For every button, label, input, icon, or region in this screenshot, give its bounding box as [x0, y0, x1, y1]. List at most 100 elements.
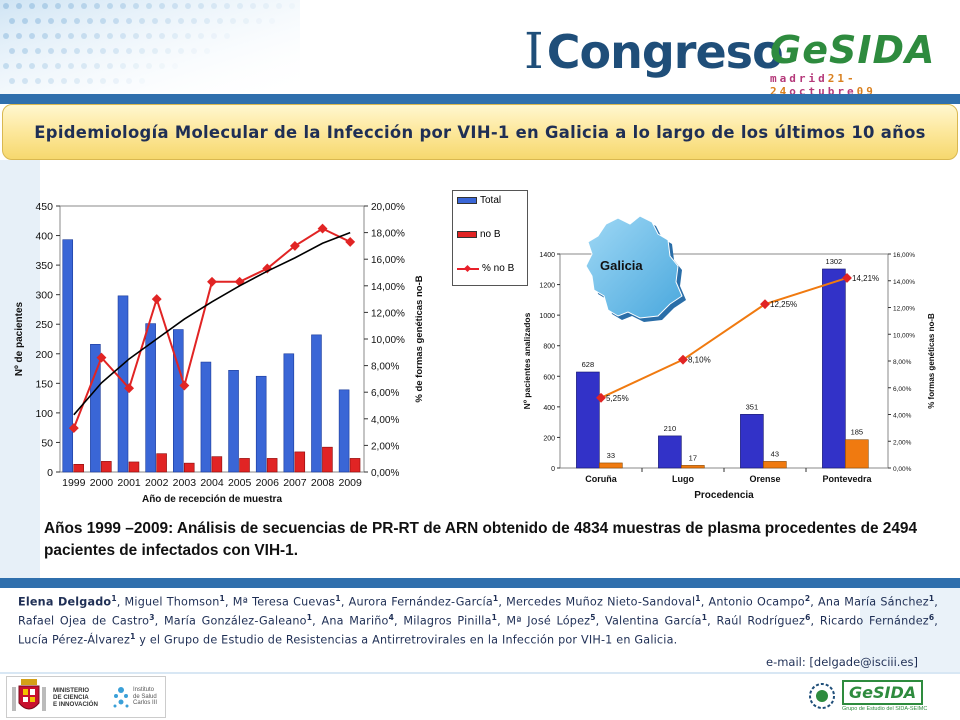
- x-tick-label: Lugo: [672, 474, 694, 484]
- bar-no-b: [349, 458, 361, 473]
- data-label-analyzed: 351: [746, 402, 759, 411]
- background-dot: [3, 3, 9, 9]
- background-dot: [178, 18, 184, 24]
- background-dot: [146, 63, 152, 69]
- ministerio-logo: MINISTERIO DE CIENCIA E INNOVACIÓN Insti…: [6, 676, 166, 718]
- y-right-tick-label: 8,00%: [371, 362, 399, 373]
- authors-group: y el Grupo de Estudio de Resistencias a …: [135, 634, 678, 648]
- x-tick-label: 2005: [228, 477, 252, 489]
- bar-analyzed: [576, 371, 600, 469]
- y-tick-label: 50: [41, 437, 53, 449]
- background-dot: [3, 63, 9, 69]
- bar-no-b: [294, 451, 306, 473]
- legend-label-pct-no-b: % no B: [482, 263, 515, 274]
- background-dot: [74, 48, 80, 54]
- bar-no-b: [211, 456, 223, 473]
- background-dot: [126, 18, 132, 24]
- isciii-line-3: Carlos III: [133, 700, 158, 707]
- bar-no-b: [239, 458, 250, 473]
- gesida-logo: GeSIDA Grupo de Estudio del SIDA-SEIMC: [808, 674, 956, 718]
- background-dot: [178, 48, 184, 54]
- bar-non-b-forms: [763, 461, 787, 469]
- background-dot: [263, 3, 269, 9]
- y-right-tick-label: 14,00%: [893, 279, 915, 286]
- ministerio-text: MINISTERIO DE CIENCIA E INNOVACIÓN: [53, 687, 109, 708]
- background-dot: [48, 48, 54, 54]
- background-dot: [146, 3, 152, 9]
- chart-legend: Total no B % no B: [452, 190, 528, 286]
- bar-no-b: [73, 464, 84, 473]
- background-dot: [289, 3, 295, 9]
- author-affiliation: 1: [491, 613, 498, 623]
- author-affiliation: 4: [388, 613, 395, 623]
- author-affiliation: 1: [130, 632, 136, 642]
- background-dot: [243, 18, 249, 24]
- author-name: Aurora Fernández-García: [348, 595, 493, 609]
- bar-non-b-forms: [599, 462, 623, 469]
- author-name: María González-Galeano: [163, 614, 307, 628]
- background-dot: [16, 63, 22, 69]
- y-tick-label: 600: [543, 374, 555, 381]
- background-dot: [152, 18, 158, 24]
- author-affiliation: 1: [492, 594, 499, 603]
- background-dot: [68, 63, 74, 69]
- background-dot: [133, 33, 139, 39]
- background-dot: [81, 33, 87, 39]
- isciii-logo-icon: [113, 687, 129, 708]
- background-dot: [133, 63, 139, 69]
- authors-divider: [0, 578, 960, 588]
- bar-total: [117, 295, 129, 473]
- background-dot: [211, 33, 217, 39]
- background-dot: [94, 33, 100, 39]
- data-label-non-b-forms: 185: [851, 428, 864, 437]
- isciii-line-1: Instituto: [133, 686, 155, 693]
- background-dot: [22, 78, 28, 84]
- author-affiliation: 1: [335, 594, 341, 603]
- isciii-text: Instituto de Salud Carlos III: [133, 687, 157, 707]
- y-right-tick-label: 2,00%: [893, 439, 912, 446]
- x-tick-label: 2004: [200, 477, 224, 489]
- point-pct-no-b: [207, 276, 217, 287]
- x-tick-label: 1999: [62, 477, 86, 489]
- legend-swatch-total: [457, 197, 477, 204]
- study-summary: Años 1999 –2009: Análisis de secuencias …: [44, 520, 918, 559]
- background-dot: [113, 18, 119, 24]
- author-name: Milagros Pinilla: [403, 614, 492, 628]
- author-name: Ana Mariño: [321, 614, 389, 628]
- y-axis-label: Nº de pacientes: [14, 301, 25, 376]
- point-pct-non-b: [678, 354, 688, 365]
- bar-total: [228, 370, 239, 473]
- background-dot: [191, 48, 197, 54]
- background-dot: [74, 18, 80, 24]
- background-dot: [172, 63, 178, 69]
- map-label: Galicia: [600, 258, 643, 273]
- background-dot: [152, 48, 158, 54]
- congress-roman-numeral: I: [524, 22, 544, 80]
- author-affiliation: 1: [219, 594, 225, 603]
- background-dot: [250, 3, 256, 9]
- line-pct-non-b: [600, 276, 848, 399]
- background-dot: [107, 63, 113, 69]
- background-dot: [230, 18, 236, 24]
- author-affiliation: 1: [306, 613, 313, 623]
- data-label-non-b-forms: 43: [771, 449, 779, 458]
- bar-analyzed: [658, 435, 682, 469]
- x-tick-label: 2003: [173, 477, 197, 489]
- email-address[interactable]: [delgade@isciii.es]: [809, 655, 918, 669]
- y-tick-label: 150: [35, 378, 53, 390]
- background-dot: [139, 18, 145, 24]
- x-tick-label: Coruña: [585, 474, 617, 484]
- data-label-pct-non-b: 5,25%: [606, 394, 629, 403]
- bar-total: [173, 329, 184, 473]
- background-dot: [126, 78, 132, 84]
- background-dot: [55, 33, 61, 39]
- bar-no-b: [266, 458, 278, 473]
- author-name: Ana María Sánchez: [818, 595, 929, 609]
- y-tick-label: 250: [35, 319, 53, 331]
- bar-no-b: [128, 461, 140, 473]
- background-dot: [87, 48, 93, 54]
- point-pct-no-b: [151, 294, 162, 305]
- background-dot: [22, 18, 28, 24]
- background-dot: [159, 63, 165, 69]
- y-right-tick-label: 0,00%: [371, 468, 399, 479]
